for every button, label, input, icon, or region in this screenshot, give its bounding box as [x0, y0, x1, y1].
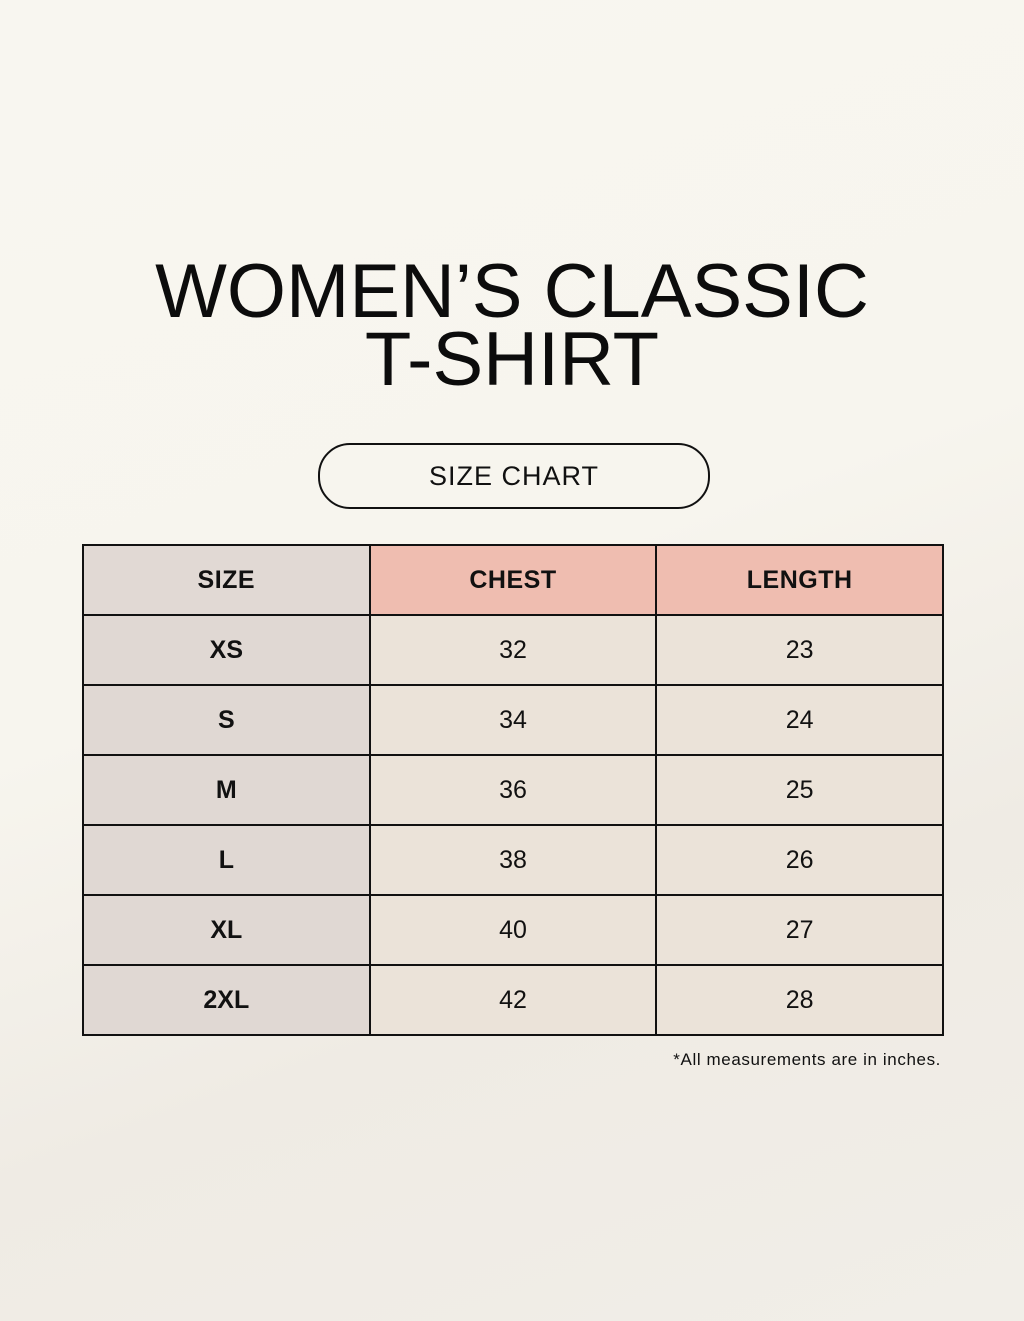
cell-size: L — [82, 824, 371, 896]
cell-length: 27 — [655, 894, 944, 966]
cell-size: S — [82, 684, 371, 756]
header-chest: CHEST — [368, 544, 658, 616]
table-row: L 38 26 — [82, 824, 944, 896]
cell-chest: 40 — [368, 894, 658, 966]
header-length: LENGTH — [655, 544, 944, 616]
table-row: XS 32 23 — [82, 614, 944, 686]
cell-chest: 38 — [368, 824, 658, 896]
cell-size: XS — [82, 614, 371, 686]
size-table: SIZE CHEST LENGTH XS 32 23 S 34 24 M 36 25 L 38 26 X… — [82, 544, 944, 1036]
table-row: 2XL 42 28 — [82, 964, 944, 1036]
table-row: S 34 24 — [82, 684, 944, 756]
table-row: XL 40 27 — [82, 894, 944, 966]
cell-chest: 36 — [368, 754, 658, 826]
cell-length: 25 — [655, 754, 944, 826]
cell-size: M — [82, 754, 371, 826]
cell-size: XL — [82, 894, 371, 966]
cell-length: 24 — [655, 684, 944, 756]
cell-size: 2XL — [82, 964, 371, 1036]
cell-chest: 32 — [368, 614, 658, 686]
page-title: WOMEN’S CLASSIC T-SHIRT — [0, 249, 1024, 402]
cell-length: 28 — [655, 964, 944, 1036]
header-size: SIZE — [82, 544, 371, 616]
cell-length: 26 — [655, 824, 944, 896]
footnote: *All measurements are in inches. — [673, 1050, 941, 1069]
cell-length: 23 — [655, 614, 944, 686]
cell-chest: 42 — [368, 964, 658, 1036]
cell-chest: 34 — [368, 684, 658, 756]
title-line-2: T-SHIRT — [364, 317, 660, 402]
table-header-row: SIZE CHEST LENGTH — [82, 544, 944, 616]
table-row: M 36 25 — [82, 754, 944, 826]
title-line-1: WOMEN’S CLASSIC — [155, 249, 869, 334]
size-chart-label: SIZE CHART — [318, 443, 710, 509]
